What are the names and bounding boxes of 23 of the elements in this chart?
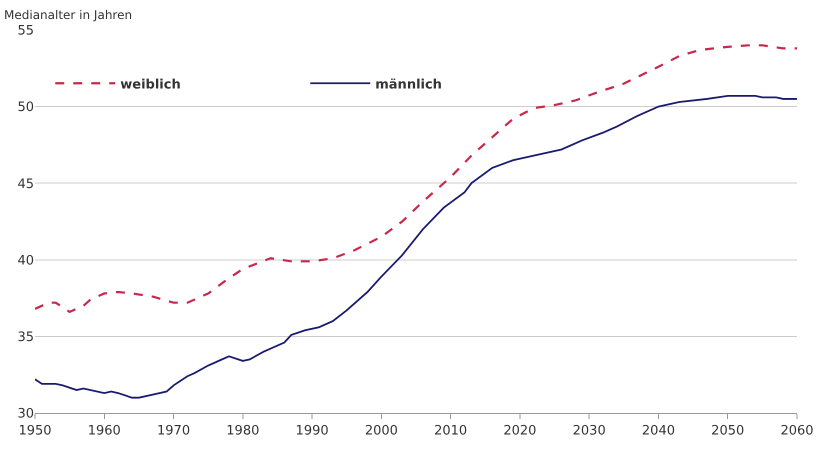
y-axis-title: Medianalter in Jahren — [4, 8, 132, 22]
y-tick-label: 55 — [17, 24, 34, 39]
legend-label: männlich — [375, 77, 442, 92]
x-tick-label: 2000 — [364, 424, 398, 439]
line-series — [35, 44, 797, 313]
x-tick-label: 2030 — [572, 424, 606, 439]
line-series — [35, 94, 797, 399]
x-tick-label: 2050 — [711, 424, 744, 439]
legend-label: weiblich — [120, 77, 181, 92]
y-tick-label: 40 — [17, 253, 34, 268]
y-tick-label: 50 — [17, 100, 34, 116]
y-tick-label: 45 — [17, 176, 34, 192]
x-tick-label: 1960 — [88, 424, 121, 439]
x-tick-label: 2020 — [503, 424, 536, 439]
x-tick-label: 2040 — [642, 424, 675, 439]
y-tick-label: 30 — [17, 406, 34, 422]
y-tick-label: 35 — [17, 330, 34, 345]
x-tick-label: 2010 — [434, 424, 468, 439]
x-tick-label: 1990 — [296, 424, 329, 439]
x-tick-label: 2060 — [780, 424, 814, 439]
x-tick-label: 1950 — [18, 424, 52, 439]
x-tick-label: 1980 — [226, 424, 260, 439]
x-tick-label: 1970 — [157, 424, 190, 439]
